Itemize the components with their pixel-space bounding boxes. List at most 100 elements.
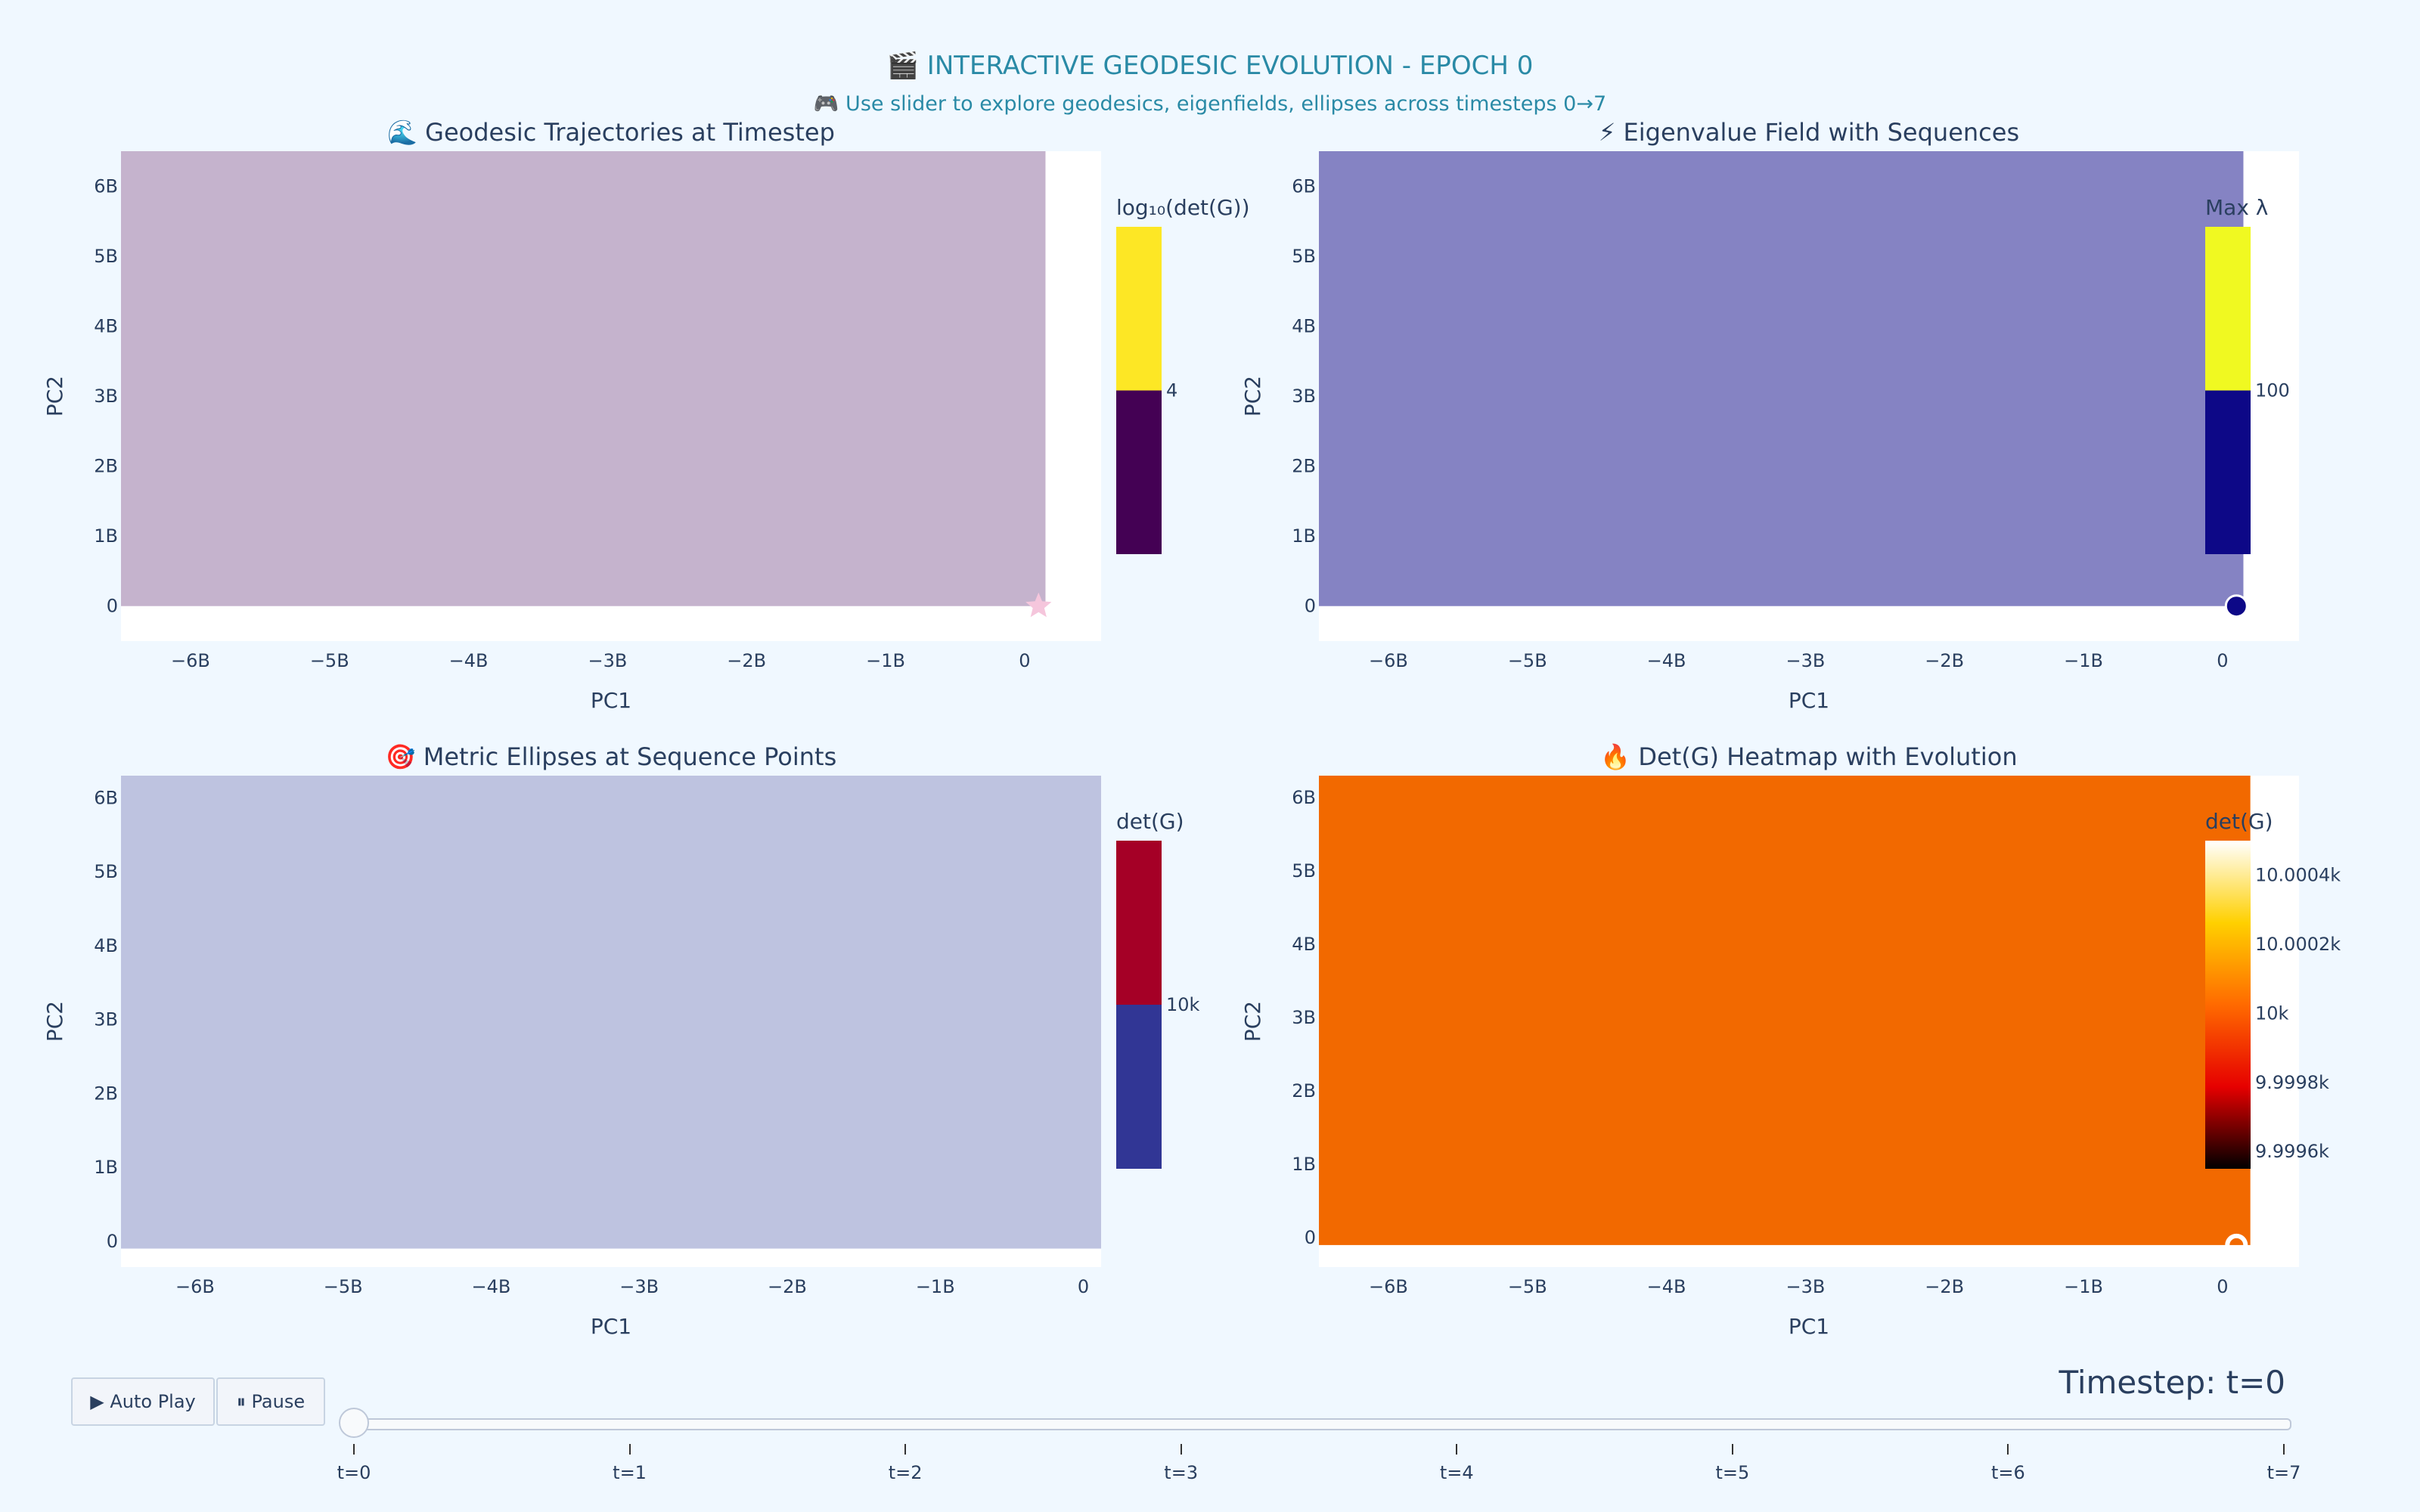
start-star-marker	[1025, 592, 1052, 618]
x-tick-label: −2B	[727, 650, 766, 671]
colorbar-tick-label: 10.0004k	[2255, 865, 2341, 886]
slider-step-tick	[353, 1444, 355, 1455]
y-tick-label: 1B	[94, 525, 118, 547]
colorbar-upper-block	[1116, 227, 1162, 391]
colorbar-upper-block	[1116, 841, 1162, 1005]
slider-step-label[interactable]: t=6	[1991, 1462, 2025, 1483]
slider-step-tick	[2283, 1444, 2285, 1455]
x-axis-title: PC1	[591, 1314, 631, 1339]
y-axis-title: PC2	[42, 1001, 67, 1042]
y-tick-label: 6B	[94, 787, 118, 808]
x-tick-label: 0	[2217, 650, 2228, 671]
heatmap-field	[121, 151, 1046, 606]
x-tick-label: −3B	[588, 650, 627, 671]
y-tick-label: 2B	[1292, 456, 1316, 477]
x-tick-label: −5B	[1508, 1276, 1547, 1297]
y-tick-label: 5B	[94, 861, 118, 882]
subplot-3: 🎯 Metric Ellipses at Sequence Points −6B −…	[42, 742, 1200, 1339]
timestep-slider-track[interactable]	[352, 1418, 2291, 1430]
x-tick-label: −4B	[1647, 650, 1686, 671]
y-tick-label: 2B	[94, 1083, 118, 1104]
subplot-1: 🌊 Geodesic Trajectories at Timestep −6B −5…	[42, 118, 1250, 713]
colorbar-tick-label: 9.9998k	[2255, 1072, 2329, 1093]
x-tick-label: −3B	[1786, 1276, 1825, 1297]
y-axis-title: PC2	[1240, 376, 1265, 417]
x-tick-label: 0	[1019, 650, 1030, 671]
x-tick-label: −4B	[1647, 1276, 1686, 1297]
y-tick-label: 1B	[94, 1157, 118, 1178]
colorbar-tick-label: 9.9996k	[2255, 1141, 2329, 1162]
y-tick-label: 3B	[94, 386, 118, 407]
heatmap-field	[1319, 776, 2251, 1245]
colorbar-lower-block	[1116, 390, 1162, 554]
y-tick-label: 5B	[94, 246, 118, 267]
slider-step-label[interactable]: t=4	[1439, 1462, 1474, 1483]
colorbar-lower-block	[1116, 1005, 1162, 1169]
slider-step-tick	[1180, 1444, 1182, 1455]
subplot-grid: 🌊 Geodesic Trajectories at Timestep −6B −5…	[42, 118, 2341, 1339]
y-tick-label: 4B	[1292, 315, 1316, 336]
x-tick-label: −5B	[324, 1276, 363, 1297]
x-tick-label: −1B	[2064, 1276, 2103, 1297]
figure-subtitle: 🎮 Use slider to explore geodesics, eigen…	[814, 92, 1606, 116]
subplot-2: ⚡ Eigenvalue Field with Sequences −6B −5B −…	[1240, 118, 2299, 713]
x-tick-label: −1B	[2064, 650, 2103, 671]
x-tick-label: −5B	[310, 650, 349, 671]
slider-step-label[interactable]: t=1	[613, 1462, 647, 1483]
pause-button[interactable]: ⏸ Pause	[216, 1377, 325, 1426]
colorbar-gradient-bar	[2205, 841, 2251, 1169]
y-tick-label: 0	[107, 596, 118, 617]
colorbar-tick-label: 10.0002k	[2255, 934, 2341, 955]
x-tick-label: −6B	[175, 1276, 215, 1297]
auto-play-button[interactable]: ▶ Auto Play	[71, 1377, 215, 1426]
y-tick-label: 4B	[94, 315, 118, 336]
colorbar-tick-label: 10k	[2255, 1002, 2289, 1024]
y-tick-label: 2B	[94, 456, 118, 477]
y-tick-label: 1B	[1292, 525, 1316, 547]
y-axis-title: PC2	[42, 376, 67, 417]
slider-step-label[interactable]: t=2	[888, 1462, 923, 1483]
slider-step-tick	[1456, 1444, 1458, 1455]
x-tick-label: −3B	[1786, 650, 1825, 671]
y-tick-label: 3B	[1292, 386, 1316, 407]
y-tick-label: 3B	[1292, 1007, 1316, 1028]
subplot-title: 🌊 Geodesic Trajectories at Timestep	[387, 118, 835, 147]
y-tick-label: 0	[1305, 596, 1316, 617]
x-tick-label: −2B	[1925, 650, 1964, 671]
y-tick-label: 6B	[94, 175, 118, 197]
slider-step-label[interactable]: t=0	[337, 1462, 371, 1483]
x-tick-label: −6B	[171, 650, 210, 671]
y-tick-label: 0	[107, 1231, 118, 1252]
x-axis-title: PC1	[1789, 688, 1829, 713]
heatmap-field	[121, 776, 1101, 1249]
x-tick-label: −1B	[866, 650, 905, 671]
subplot-title: 🎯 Metric Ellipses at Sequence Points	[386, 742, 837, 771]
x-axis-title: PC1	[591, 688, 631, 713]
timestep-slider-handle[interactable]	[339, 1408, 369, 1438]
colorbar-tick-label: 4	[1166, 380, 1177, 401]
y-tick-label: 1B	[1292, 1154, 1316, 1175]
x-tick-label: −6B	[1369, 1276, 1408, 1297]
slider-step-label[interactable]: t=7	[2266, 1462, 2301, 1483]
subplot-4: 🔥 Det(G) Heatmap with Evolution −6B −5B −4B…	[1240, 742, 2341, 1339]
figure-title: 🎬 INTERACTIVE GEODESIC EVOLUTION - EPOCH…	[887, 51, 1534, 81]
slider-step-label[interactable]: t=5	[1715, 1462, 1750, 1483]
y-tick-label: 4B	[1292, 934, 1316, 955]
x-tick-label: −4B	[449, 650, 489, 671]
x-tick-label: 0	[2217, 1276, 2228, 1297]
slider-step-label[interactable]: t=3	[1164, 1462, 1199, 1483]
y-tick-label: 6B	[1292, 175, 1316, 197]
y-tick-label: 6B	[1292, 787, 1316, 808]
y-tick-label: 4B	[94, 935, 118, 956]
slider-step-tick	[628, 1444, 631, 1455]
colorbar-title: Max λ	[2205, 195, 2268, 220]
x-tick-label: −1B	[916, 1276, 955, 1297]
colorbar-lower-block	[2205, 390, 2251, 554]
x-tick-label: −2B	[1925, 1276, 1964, 1297]
colorbar-title: log₁₀(det(G))	[1116, 195, 1250, 220]
y-tick-label: 5B	[1292, 860, 1316, 881]
slider-current-value: Timestep: t=0	[2059, 1364, 2285, 1401]
sequence-point-marker	[2224, 594, 2248, 618]
x-tick-label: 0	[1078, 1276, 1089, 1297]
